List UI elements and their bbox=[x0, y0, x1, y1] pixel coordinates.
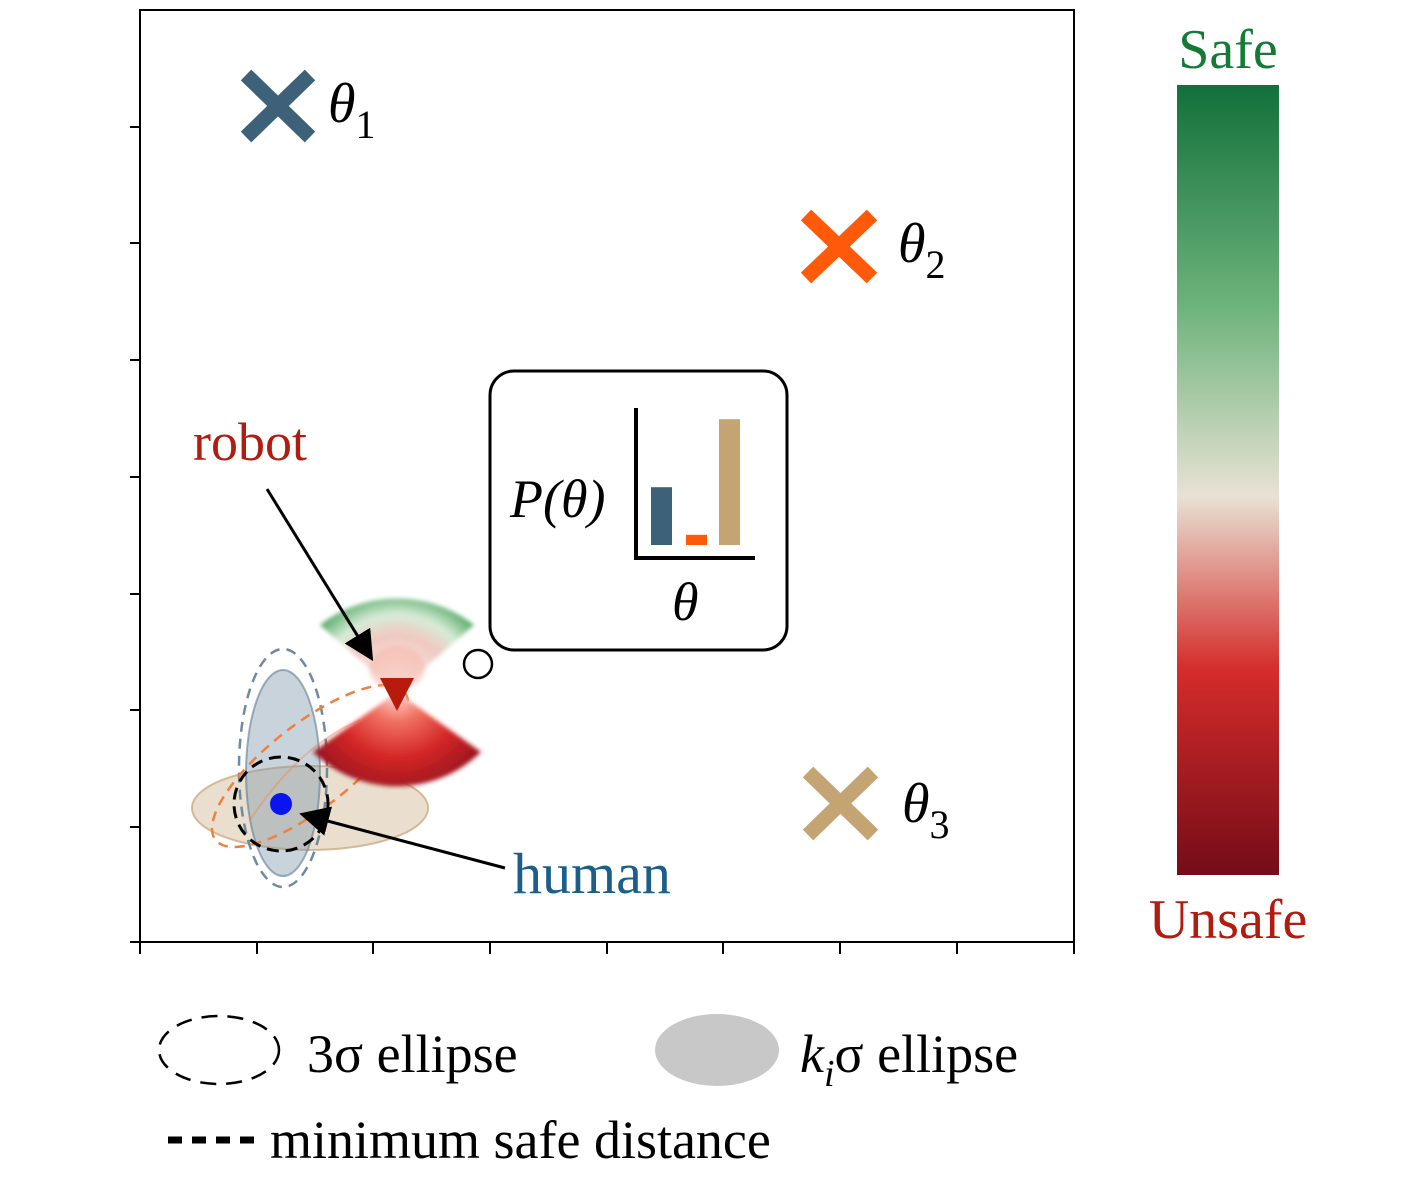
belief-bars bbox=[651, 419, 740, 545]
goal-theta3-x-marker bbox=[802, 766, 879, 841]
robot-label: robot bbox=[193, 412, 307, 472]
belief-ylabel: P(θ) bbox=[509, 469, 605, 529]
belief-bar-theta3 bbox=[719, 419, 740, 545]
belief-thought-bubble: P(θ) θ bbox=[462, 369, 789, 680]
goal-theta1: θ1 bbox=[240, 69, 376, 147]
legend-ki-sigma-label: kiσ ellipse bbox=[800, 1024, 1018, 1095]
thought-bubble-dot bbox=[462, 648, 494, 680]
ki-sigma-ellipse-theta2 bbox=[249, 719, 361, 821]
x-axis-ticks bbox=[139, 942, 1075, 954]
legend-three-sigma-label: 3σ ellipse bbox=[307, 1024, 518, 1084]
safe-fan bbox=[320, 598, 474, 692]
colorbar-safe-label: Safe bbox=[1178, 19, 1278, 81]
goal-theta3: θ3 bbox=[802, 766, 950, 847]
legend-ki-sigma-swatch bbox=[655, 1014, 779, 1086]
human-arrow bbox=[299, 806, 506, 870]
three-sigma-ellipse-theta1 bbox=[237, 647, 329, 889]
robot-arrow bbox=[265, 488, 374, 662]
colorbar: Safe Unsafe bbox=[1149, 19, 1308, 951]
y-axis-ticks bbox=[130, 126, 140, 943]
unsafe-fan bbox=[313, 692, 481, 787]
goal-theta2-label: θ2 bbox=[898, 213, 946, 287]
colorbar-unsafe-label: Unsafe bbox=[1149, 889, 1308, 951]
goal-theta1-x-marker bbox=[240, 69, 316, 143]
goal-theta3-label: θ3 bbox=[902, 773, 950, 847]
belief-axes bbox=[634, 408, 755, 560]
goal-theta2-x-marker bbox=[800, 209, 878, 284]
belief-xlabel: θ bbox=[672, 572, 699, 632]
belief-bar-theta2 bbox=[686, 534, 707, 545]
legend: 3σ ellipse kiσ ellipse minimum safe dist… bbox=[157, 1014, 1018, 1170]
minimum-safe-distance-circle bbox=[232, 755, 330, 853]
human-label: human bbox=[513, 841, 671, 906]
human-marker bbox=[270, 793, 292, 815]
thought-bubble-box bbox=[488, 369, 789, 652]
colorbar-gradient bbox=[1177, 85, 1279, 875]
plot-area bbox=[130, 9, 1075, 954]
robot-marker bbox=[380, 678, 414, 711]
legend-three-sigma-swatch bbox=[157, 1014, 281, 1086]
belief-bar-theta1 bbox=[651, 487, 672, 545]
goal-theta2: θ2 bbox=[800, 209, 946, 287]
goal-theta1-label: θ1 bbox=[328, 73, 376, 147]
legend-min-safe-label: minimum safe distance bbox=[270, 1110, 771, 1170]
